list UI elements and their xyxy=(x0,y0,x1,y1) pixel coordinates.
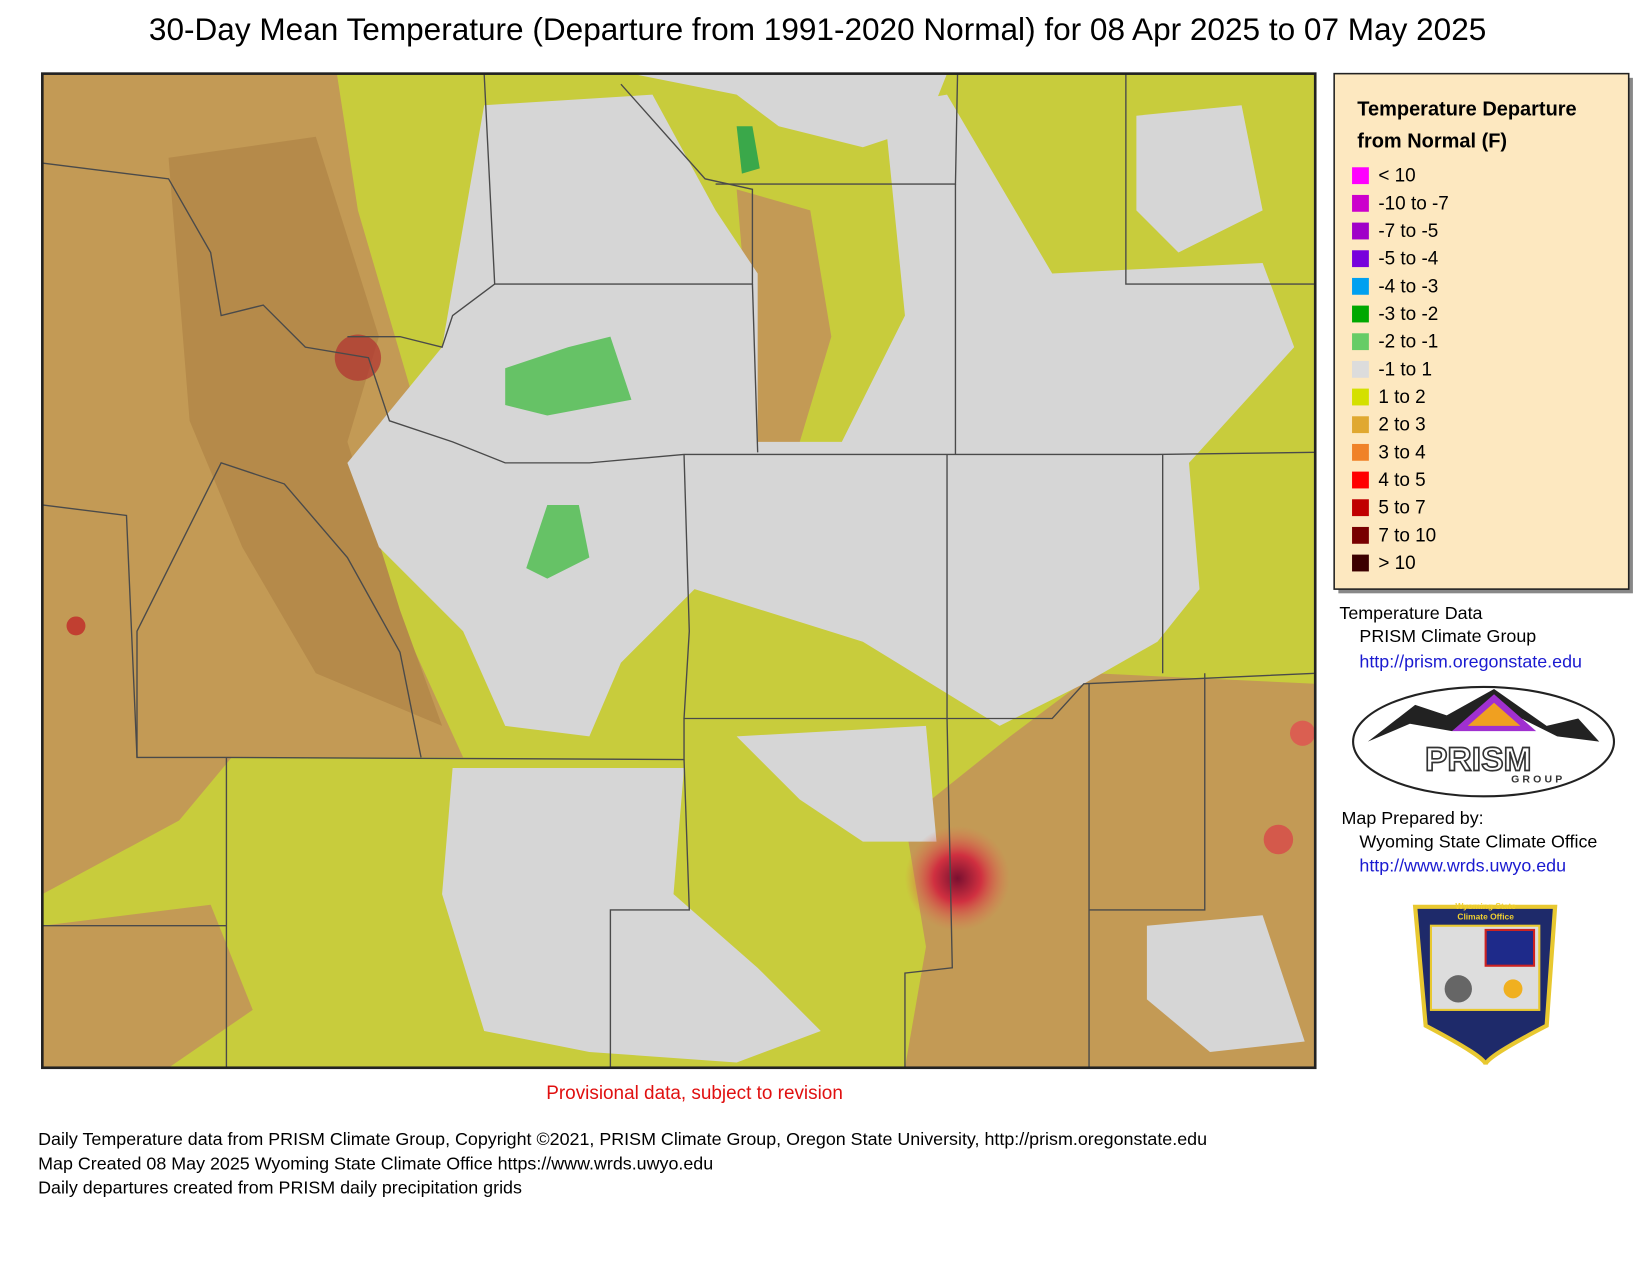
logo-subtext: GROUP xyxy=(1511,773,1565,785)
legend-label: 3 to 4 xyxy=(1378,442,1425,463)
legend-swatch xyxy=(1352,222,1369,240)
legend-swatch xyxy=(1352,388,1369,406)
legend-label: -1 to 1 xyxy=(1378,359,1432,380)
legend-label: < 10 xyxy=(1378,166,1415,187)
legend-label: 4 to 5 xyxy=(1378,470,1425,491)
county-lines xyxy=(42,73,1316,1068)
region-normal-northeast xyxy=(1136,105,1263,253)
legend-swatch xyxy=(1352,360,1369,378)
shield-sun xyxy=(1503,979,1523,999)
legend-box xyxy=(1333,72,1630,590)
region-hot-spot xyxy=(904,825,1011,932)
footer-line: Daily Temperature data from PRISM Climat… xyxy=(38,1129,1207,1149)
region-cool-2 xyxy=(526,504,590,579)
legend-label: 2 to 3 xyxy=(1378,415,1425,436)
region-2-to-3-ridge xyxy=(168,136,443,726)
region-warm-spot xyxy=(66,616,86,636)
shield-text: Climate Office xyxy=(1457,912,1514,922)
legend-swatch xyxy=(1352,526,1369,544)
logo-prism xyxy=(1467,702,1521,726)
credit-link[interactable]: http://prism.oregonstate.edu xyxy=(1359,651,1582,671)
legend-label: -5 to -4 xyxy=(1378,249,1438,270)
credits: Temperature Data PRISM Climate Group htt… xyxy=(1339,603,1597,875)
legend-swatch xyxy=(1352,499,1369,517)
legend-swatch xyxy=(1352,194,1369,212)
region-warm-spot xyxy=(1263,824,1294,855)
credit-source: PRISM Climate Group xyxy=(1359,626,1536,646)
region-2-to-3-southwest xyxy=(42,904,253,1068)
legend-label: 5 to 7 xyxy=(1378,498,1425,519)
region-normal-north xyxy=(631,73,948,148)
footer-line: Map Created 08 May 2025 Wyoming State Cl… xyxy=(38,1153,713,1173)
region-normal-south xyxy=(442,767,821,1063)
map xyxy=(41,72,1317,1070)
legend-label: -2 to -1 xyxy=(1378,332,1438,353)
legend-swatch xyxy=(1352,277,1369,295)
legend-title: Temperature Departure xyxy=(1357,99,1576,121)
wsco-logo: Wyoming State Climate Office xyxy=(1412,901,1558,1066)
shield-flag xyxy=(1484,928,1536,967)
legend-label: 7 to 10 xyxy=(1378,525,1436,546)
region-2-to-3-bighorn xyxy=(736,189,832,453)
region-cool-3 xyxy=(736,126,760,174)
shield-moon xyxy=(1444,975,1472,1003)
credit-heading: Temperature Data xyxy=(1339,603,1482,623)
legend-swatch xyxy=(1352,443,1369,461)
prism-logo: PRISM GROUP xyxy=(1352,685,1616,798)
logo-text: PRISM xyxy=(1425,742,1532,779)
legend-label: 1 to 2 xyxy=(1378,387,1425,408)
legend-swatch xyxy=(1352,333,1369,351)
region-normal-mid xyxy=(736,725,937,842)
legend-swatch xyxy=(1352,305,1369,323)
shield-text: Wyoming State xyxy=(1455,901,1516,911)
map-frame xyxy=(41,72,1317,1070)
legend-label: -7 to -5 xyxy=(1378,221,1438,242)
legend-label: > 10 xyxy=(1378,553,1415,574)
footer-line: Daily departures created from PRISM dail… xyxy=(38,1177,522,1197)
legend-label: -10 to -7 xyxy=(1378,193,1448,214)
region-warm-spot xyxy=(334,334,382,381)
credit-link[interactable]: http://www.wrds.uwyo.edu xyxy=(1359,856,1566,876)
legend-swatch xyxy=(1352,554,1369,572)
legend-swatch xyxy=(1352,416,1369,434)
legend: Temperature Departure from Normal (F) < … xyxy=(1333,72,1633,594)
region-cool-1 xyxy=(505,336,632,416)
legend-swatch xyxy=(1352,167,1369,185)
map-title: 30-Day Mean Temperature (Departure from … xyxy=(149,11,1486,47)
footer: Daily Temperature data from PRISM Climat… xyxy=(38,1129,1207,1197)
credit-heading: Map Prepared by: xyxy=(1342,808,1484,828)
region-normal-east xyxy=(1146,915,1305,1052)
legend-swatch xyxy=(1352,250,1369,268)
region-warm-spot xyxy=(1289,720,1316,746)
legend-swatch xyxy=(1352,471,1369,489)
region-normal-center xyxy=(347,94,1295,737)
provisional-note: Provisional data, subject to revision xyxy=(546,1083,843,1104)
credit-source: Wyoming State Climate Office xyxy=(1359,831,1597,851)
legend-label: -4 to -3 xyxy=(1378,276,1438,297)
legend-label: -3 to -2 xyxy=(1378,304,1438,325)
legend-title: from Normal (F) xyxy=(1357,130,1507,152)
